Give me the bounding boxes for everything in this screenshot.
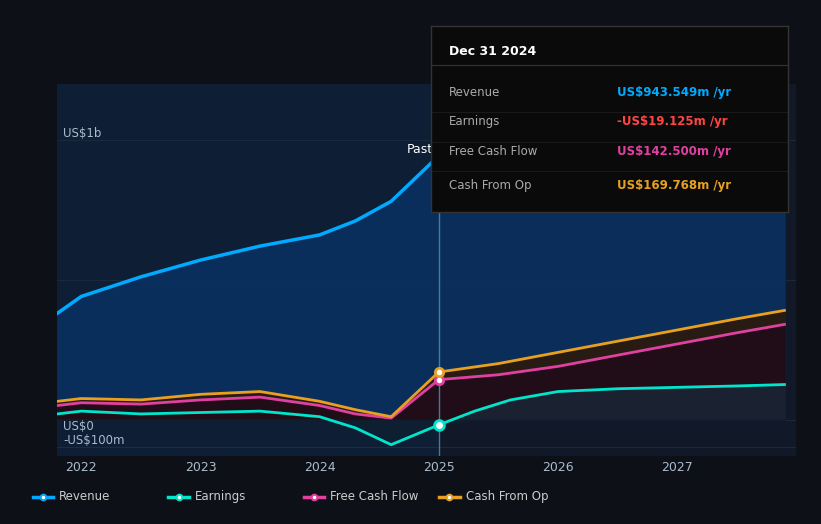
Text: US$142.500m /yr: US$142.500m /yr <box>617 145 731 158</box>
Text: Cash From Op: Cash From Op <box>466 490 548 503</box>
Text: Analysts Forecasts: Analysts Forecasts <box>445 143 562 156</box>
Text: Earnings: Earnings <box>195 490 246 503</box>
Text: US$169.768m /yr: US$169.768m /yr <box>617 179 731 192</box>
Text: US$943.549m /yr: US$943.549m /yr <box>617 86 731 99</box>
Text: Revenue: Revenue <box>59 490 111 503</box>
Text: -US$19.125m /yr: -US$19.125m /yr <box>617 115 727 128</box>
Bar <box>57 84 439 456</box>
Text: US$0: US$0 <box>63 420 94 432</box>
Text: Free Cash Flow: Free Cash Flow <box>330 490 419 503</box>
Text: Dec 31 2024: Dec 31 2024 <box>449 45 536 58</box>
Text: Cash From Op: Cash From Op <box>449 179 531 192</box>
Text: -US$100m: -US$100m <box>63 434 125 447</box>
Text: Free Cash Flow: Free Cash Flow <box>449 145 537 158</box>
Text: US$1b: US$1b <box>63 127 102 140</box>
Text: Past: Past <box>406 143 433 156</box>
Text: Revenue: Revenue <box>449 86 500 99</box>
Bar <box>439 84 796 456</box>
Text: Earnings: Earnings <box>449 115 500 128</box>
